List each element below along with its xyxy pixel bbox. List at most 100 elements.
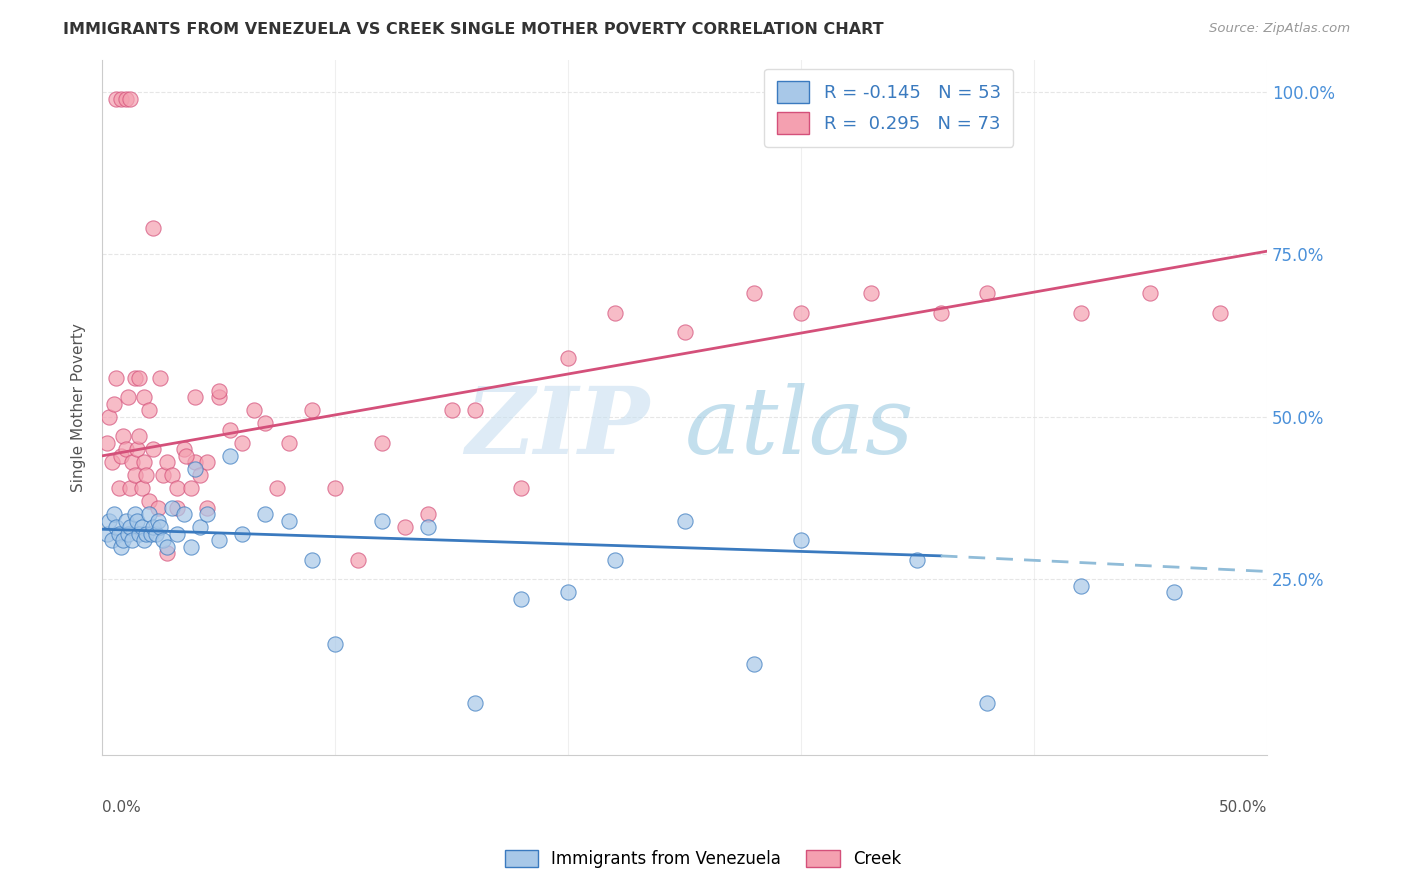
Point <box>117 390 139 404</box>
Point <box>131 520 153 534</box>
Point <box>173 508 195 522</box>
Point <box>117 526 139 541</box>
Point <box>138 403 160 417</box>
Point <box>105 92 128 106</box>
Point <box>152 468 174 483</box>
Point <box>128 371 150 385</box>
Point <box>160 468 183 483</box>
Point <box>603 306 626 320</box>
Point <box>110 92 132 106</box>
Point <box>418 508 440 522</box>
Point <box>557 351 579 366</box>
Point <box>464 696 486 710</box>
Point <box>188 520 211 534</box>
Point <box>135 526 157 541</box>
Point <box>976 696 998 710</box>
Point <box>100 533 122 548</box>
Point <box>114 442 136 457</box>
Point <box>673 326 696 340</box>
Point <box>301 553 323 567</box>
Point <box>156 546 179 560</box>
Point <box>184 390 207 404</box>
Point <box>105 520 128 534</box>
Legend: Immigrants from Venezuela, Creek: Immigrants from Venezuela, Creek <box>498 843 908 875</box>
Point <box>510 591 533 606</box>
Point <box>1163 585 1185 599</box>
Point <box>266 481 288 495</box>
Point <box>134 455 156 469</box>
Point <box>371 435 394 450</box>
Point <box>121 533 143 548</box>
Point <box>98 514 121 528</box>
Point <box>1209 306 1232 320</box>
Point <box>145 526 167 541</box>
Point <box>160 500 183 515</box>
Point <box>277 435 299 450</box>
Point <box>418 520 440 534</box>
Point <box>208 384 231 398</box>
Point <box>301 403 323 417</box>
Point <box>1070 306 1092 320</box>
Point <box>790 306 813 320</box>
Point <box>173 442 195 457</box>
Point <box>907 553 929 567</box>
Point <box>323 637 346 651</box>
Point <box>277 514 299 528</box>
Point <box>110 540 132 554</box>
Point <box>120 520 142 534</box>
Point <box>744 286 766 301</box>
Point <box>149 520 172 534</box>
Point <box>371 514 394 528</box>
Text: 50.0%: 50.0% <box>1219 800 1267 815</box>
Point <box>208 533 231 548</box>
Point <box>105 371 128 385</box>
Point <box>134 533 156 548</box>
Point <box>127 442 149 457</box>
Point <box>166 526 188 541</box>
Point <box>142 442 165 457</box>
Point <box>156 540 179 554</box>
Point <box>195 500 218 515</box>
Point <box>208 390 231 404</box>
Text: atlas: atlas <box>685 383 914 473</box>
Point <box>135 468 157 483</box>
Point <box>107 481 129 495</box>
Point <box>166 500 188 515</box>
Point <box>744 657 766 671</box>
Point <box>146 514 169 528</box>
Point <box>138 494 160 508</box>
Point <box>440 403 463 417</box>
Point <box>231 526 253 541</box>
Point <box>323 481 346 495</box>
Point <box>1139 286 1161 301</box>
Point <box>124 371 146 385</box>
Point <box>557 585 579 599</box>
Point <box>131 481 153 495</box>
Point <box>231 435 253 450</box>
Point <box>120 481 142 495</box>
Point <box>138 508 160 522</box>
Point <box>107 526 129 541</box>
Point <box>790 533 813 548</box>
Point <box>603 553 626 567</box>
Text: 0.0%: 0.0% <box>103 800 141 815</box>
Point <box>103 397 125 411</box>
Point <box>142 520 165 534</box>
Point <box>254 508 277 522</box>
Point <box>124 468 146 483</box>
Point <box>146 500 169 515</box>
Point <box>96 435 118 450</box>
Point <box>180 540 202 554</box>
Point <box>195 455 218 469</box>
Point <box>184 455 207 469</box>
Point <box>510 481 533 495</box>
Point <box>114 514 136 528</box>
Point <box>174 449 197 463</box>
Point <box>110 449 132 463</box>
Point <box>114 92 136 106</box>
Point <box>112 533 135 548</box>
Point <box>166 481 188 495</box>
Point <box>464 403 486 417</box>
Point <box>184 462 207 476</box>
Point <box>254 417 277 431</box>
